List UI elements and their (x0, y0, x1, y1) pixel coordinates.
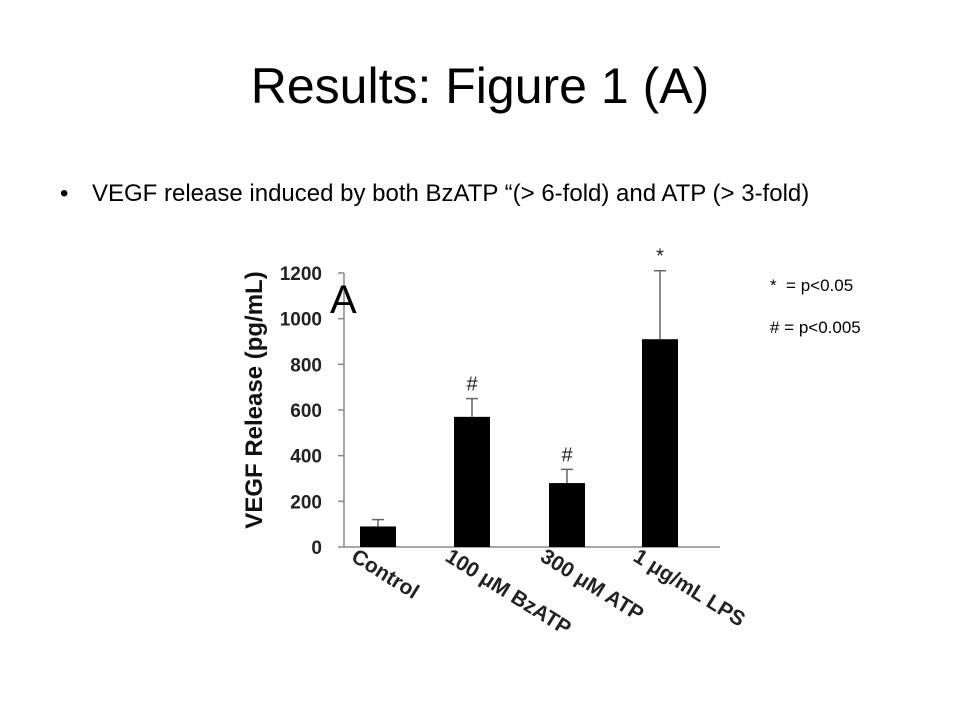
y-tick-label: 1000 (280, 310, 322, 331)
bullet-text: VEGF release induced by both BzATP “(> 6… (92, 180, 810, 207)
legend-significance-star: * = p<0.05 (770, 276, 854, 295)
panel-label: A (330, 278, 357, 322)
bar (642, 339, 678, 547)
bar (549, 483, 585, 547)
significance-marker: # (561, 444, 573, 466)
y-tick-label: 200 (290, 492, 322, 513)
y-ticks-group: 0 200 400 600 800 1000 1200 (280, 264, 344, 559)
bar (360, 526, 396, 547)
y-tick-label: 800 (290, 355, 322, 376)
bullet-dot: • (60, 180, 69, 207)
significance-marker: # (466, 374, 478, 396)
significance-markers-group: # # * (466, 246, 664, 467)
x-tick-label: Control (347, 545, 423, 604)
y-tick-label: 600 (290, 401, 322, 422)
slide-title: Results: Figure 1 (A) (250, 58, 710, 114)
error-bars-group (372, 269, 666, 527)
legend-significance-hash: # = p<0.005 (770, 318, 861, 337)
y-axis-label: VEGF Release (pg/mL) (241, 271, 268, 528)
bar (454, 416, 490, 547)
significance-marker: * (656, 246, 664, 268)
bars-group (360, 339, 678, 547)
y-tick-label: 0 (311, 538, 322, 559)
y-tick-label: 1200 (280, 264, 322, 285)
x-tick-label: 1 μg/mL LPS (629, 545, 749, 632)
y-tick-label: 400 (290, 447, 322, 468)
